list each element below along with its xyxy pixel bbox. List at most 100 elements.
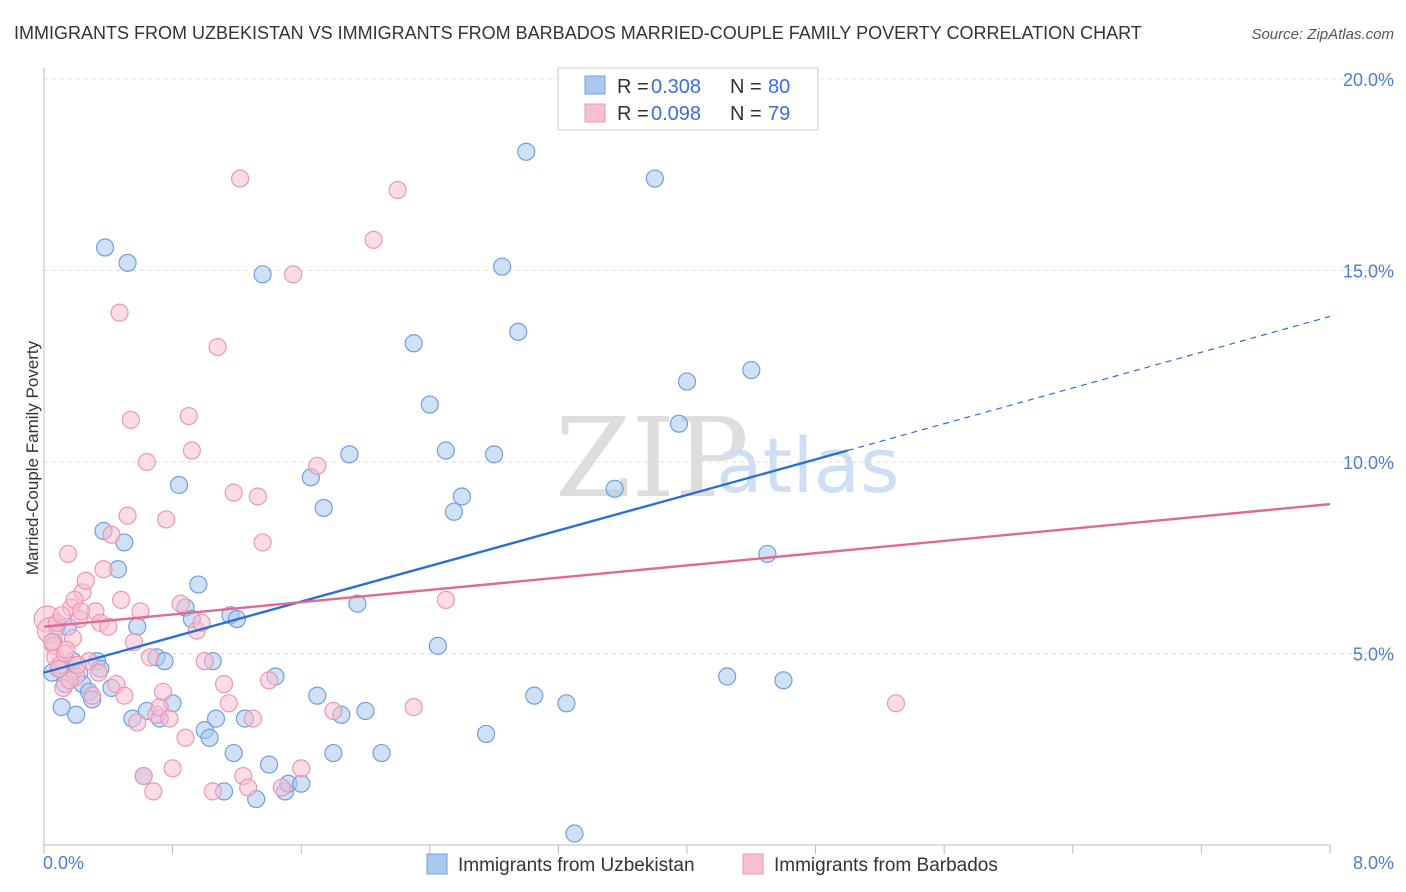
point-barbados-43 <box>176 728 195 747</box>
point-barbados-56 <box>239 778 258 797</box>
point-uzbekistan-77 <box>742 360 761 380</box>
axes <box>43 68 1331 854</box>
point-barbados-20 <box>94 560 113 579</box>
trend-line-uzbekistan-extension <box>847 315 1331 452</box>
point-uzbekistan-75 <box>677 372 697 391</box>
point-barbados-69 <box>436 590 455 609</box>
point-uzbekistan-63 <box>452 487 472 506</box>
point-uzbekistan-56 <box>356 701 375 721</box>
point-barbados-22 <box>102 525 121 544</box>
point-barbados-57 <box>243 709 263 728</box>
point-uzbekistan-69 <box>525 686 544 705</box>
point-uzbekistan-68 <box>517 142 536 161</box>
series-barbados-points <box>33 169 906 801</box>
point-uzbekistan-60 <box>428 636 447 655</box>
point-uzbekistan-78 <box>758 544 777 564</box>
point-uzbekistan-59 <box>420 395 439 414</box>
point-barbados-30 <box>128 713 147 732</box>
bottom-legend-label-uzbekistan: Immigrants from Uzbekistan <box>458 855 695 876</box>
point-uzbekistan-76 <box>718 667 737 686</box>
legend-n-value-uzbekistan: 80 <box>768 76 790 98</box>
watermark-zip: ZIP <box>555 394 749 522</box>
point-uzbekistan-55 <box>348 594 367 613</box>
point-uzbekistan-43 <box>253 265 272 284</box>
point-barbados-61 <box>272 778 292 797</box>
legend-r-label-barbados: R = <box>617 103 649 125</box>
point-barbados-65 <box>324 701 343 721</box>
point-barbados-59 <box>253 533 272 552</box>
point-uzbekistan-22 <box>128 617 147 636</box>
point-uzbekistan-65 <box>485 445 504 464</box>
y-tick-label-0: 5.0% <box>1353 645 1394 665</box>
legend-r-value-barbados: 0.098 <box>651 103 701 125</box>
point-barbados-62 <box>284 265 303 284</box>
point-uzbekistan-44 <box>259 755 279 774</box>
point-barbados-63 <box>292 759 311 778</box>
x-tick-label-min: 0.0% <box>43 853 84 873</box>
point-barbados-14 <box>76 571 95 590</box>
point-barbados-27 <box>118 506 137 525</box>
point-uzbekistan-66 <box>493 257 512 276</box>
watermark-atlas: atlas <box>716 421 900 510</box>
point-barbados-75 <box>60 671 79 690</box>
point-barbados-70 <box>886 694 906 713</box>
point-uzbekistan-52 <box>324 743 343 763</box>
point-uzbekistan-57 <box>372 743 391 763</box>
bottom-legend: Immigrants from Uzbekistan Immigrants fr… <box>426 853 998 876</box>
trend-lines <box>43 315 1331 674</box>
y-tick-label-2: 15.0% <box>1343 262 1394 282</box>
point-barbados-58 <box>248 487 267 506</box>
point-uzbekistan-72 <box>605 479 624 498</box>
point-barbados-31 <box>131 602 150 621</box>
bottom-legend-label-barbados: Immigrants from Barbados <box>774 855 998 876</box>
point-barbados-48 <box>195 652 214 671</box>
legend-n-label-barbados: N = <box>730 103 762 125</box>
point-uzbekistan-51 <box>314 498 333 518</box>
legend-swatch-barbados <box>584 103 606 123</box>
point-uzbekistan-61 <box>436 441 455 460</box>
point-barbados-38 <box>153 682 173 701</box>
point-barbados-74 <box>57 640 76 659</box>
point-uzbekistan-54 <box>340 445 359 464</box>
point-barbados-45 <box>182 441 201 460</box>
point-barbados-78 <box>71 602 91 621</box>
point-uzbekistan-50 <box>308 686 327 705</box>
point-barbados-73 <box>52 606 71 625</box>
point-uzbekistan-48 <box>292 774 311 793</box>
point-barbados-25 <box>112 590 131 609</box>
chart-title: IMMIGRANTS FROM UZBEKISTAN VS IMMIGRANTS… <box>14 23 1142 43</box>
point-uzbekistan-34 <box>200 728 219 747</box>
point-uzbekistan-71 <box>565 824 584 843</box>
point-barbados-52 <box>219 694 238 713</box>
point-barbados-16 <box>83 686 102 705</box>
bottom-legend-swatch-uzbekistan <box>426 853 448 875</box>
point-barbados-18 <box>89 663 108 682</box>
point-barbados-24 <box>110 303 129 322</box>
point-uzbekistan-67 <box>509 322 528 341</box>
point-barbados-66 <box>364 230 383 249</box>
point-barbados-39 <box>157 510 176 529</box>
point-barbados-35 <box>144 782 163 801</box>
point-uzbekistan-73 <box>645 169 664 188</box>
x-tick-label-max: 8.0% <box>1353 853 1394 873</box>
point-barbados-50 <box>208 338 227 357</box>
point-uzbekistan-58 <box>404 334 423 353</box>
point-uzbekistan-16 <box>95 238 115 257</box>
point-barbados-53 <box>224 483 243 502</box>
point-barbados-67 <box>388 180 407 200</box>
point-barbados-41 <box>163 759 182 778</box>
y-tick-labels: 5.0% 10.0% 15.0% 20.0% <box>1343 70 1394 665</box>
y-tick-label-1: 10.0% <box>1343 453 1394 473</box>
point-uzbekistan-32 <box>189 575 208 594</box>
point-barbados-51 <box>214 675 234 694</box>
point-barbados-44 <box>179 406 198 426</box>
point-uzbekistan-70 <box>557 694 576 713</box>
point-barbados-21 <box>99 617 118 636</box>
grid-lines <box>44 78 1394 654</box>
point-barbados-8 <box>59 544 78 564</box>
point-uzbekistan-29 <box>169 475 189 495</box>
point-uzbekistan-39 <box>224 743 243 763</box>
point-barbados-60 <box>259 671 279 690</box>
bottom-legend-swatch-barbados <box>742 853 764 875</box>
